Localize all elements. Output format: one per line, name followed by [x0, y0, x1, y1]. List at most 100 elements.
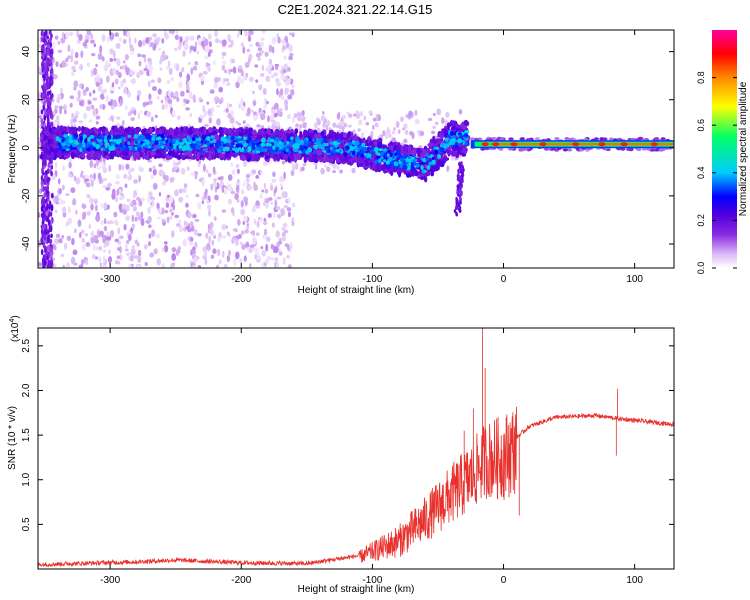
signal-cell — [97, 155, 101, 160]
noise-cell — [85, 241, 91, 248]
signal-core-cell — [82, 134, 87, 139]
noise-cell — [231, 58, 236, 64]
noise-cell — [326, 166, 331, 173]
noise-cell — [124, 53, 129, 61]
noise-cell — [183, 42, 189, 51]
noise-cell — [287, 113, 291, 120]
noise-cell — [275, 206, 281, 211]
noise-cell — [194, 218, 200, 222]
noise-cell — [145, 101, 149, 106]
signal-cell — [437, 140, 443, 145]
noise-cell — [207, 33, 212, 40]
noise-cell — [400, 116, 405, 123]
noise-cell — [130, 254, 134, 262]
noise-cell — [291, 221, 295, 226]
noise-cell — [41, 234, 44, 240]
noise-cell — [69, 31, 73, 37]
noise-cell — [147, 57, 152, 63]
noise-cell — [285, 255, 291, 259]
noise-cell — [61, 184, 65, 191]
noise-cell — [332, 170, 336, 174]
noise-cell — [206, 242, 211, 251]
noise-cell — [43, 33, 46, 40]
noise-cell — [161, 263, 165, 268]
noise-cell — [358, 119, 363, 126]
noise-cell — [271, 222, 275, 228]
noise-cell — [42, 38, 46, 43]
noise-cell — [170, 91, 174, 99]
noise-cell — [92, 97, 98, 101]
noise-cell — [313, 122, 319, 129]
noise-cell — [278, 240, 282, 245]
noise-cell — [164, 209, 169, 214]
noise-cell — [54, 35, 59, 40]
noise-cell — [375, 113, 379, 121]
noise-cell — [123, 60, 126, 64]
noise-cell — [162, 180, 167, 186]
signal-cell — [49, 151, 55, 159]
noise-cell — [221, 235, 227, 239]
noise-cell — [161, 170, 165, 176]
signal-cell — [450, 151, 457, 157]
noise-cell — [116, 255, 121, 260]
noise-cell — [274, 200, 278, 207]
signal-cell — [40, 133, 44, 141]
noise-cell — [278, 248, 281, 252]
noise-cell — [185, 89, 190, 93]
noise-cell — [259, 170, 263, 175]
noise-cell — [105, 236, 110, 240]
noise-cell — [50, 170, 53, 177]
noise-cell — [252, 90, 255, 95]
noise-cell — [275, 230, 280, 238]
signal-cell — [113, 128, 119, 133]
signal-cell — [367, 135, 371, 142]
noise-cell — [320, 115, 326, 122]
noise-cell — [97, 76, 101, 83]
noise-cell — [101, 56, 105, 62]
noise-cell — [123, 224, 127, 231]
noise-cell — [235, 251, 240, 260]
noise-cell — [187, 61, 191, 65]
noise-cell — [38, 117, 41, 123]
noise-cell — [281, 65, 284, 71]
noise-cell — [163, 241, 168, 245]
noise-cell — [45, 228, 48, 233]
signal-cell — [90, 127, 95, 133]
noise-cell — [43, 123, 46, 128]
noise-cell — [326, 120, 331, 127]
noise-cell — [55, 61, 59, 68]
noise-cell — [77, 219, 82, 228]
noise-cell — [188, 49, 192, 54]
noise-cell — [65, 31, 69, 39]
noise-cell — [283, 205, 289, 209]
signal-cell — [161, 150, 166, 156]
noise-cell — [43, 175, 47, 181]
noise-cell — [95, 121, 99, 125]
noise-cell — [451, 155, 455, 161]
noise-cell — [51, 173, 56, 181]
noise-cell — [105, 94, 109, 103]
signal-core-cell — [464, 141, 468, 147]
noise-cell — [103, 202, 108, 210]
noise-cell — [48, 90, 52, 95]
noise-cell — [259, 217, 263, 223]
signal-cell — [317, 151, 323, 156]
noise-cell — [116, 188, 120, 197]
noise-cell — [112, 99, 117, 107]
signal-cell — [455, 212, 458, 217]
noise-cell — [125, 239, 130, 245]
signal-cell — [395, 146, 402, 152]
signal-core-cell — [277, 149, 282, 154]
noise-cell — [249, 76, 254, 83]
noise-cell — [288, 44, 293, 53]
noise-cell — [105, 186, 111, 191]
noise-cell — [283, 171, 286, 180]
signal-cell — [456, 187, 459, 192]
noise-cell — [260, 113, 265, 121]
noise-cell — [147, 215, 152, 223]
noise-cell — [279, 182, 284, 188]
signal-cell — [446, 149, 450, 155]
noise-cell — [393, 127, 397, 131]
signal-cell — [213, 133, 220, 141]
noise-cell — [264, 98, 267, 103]
